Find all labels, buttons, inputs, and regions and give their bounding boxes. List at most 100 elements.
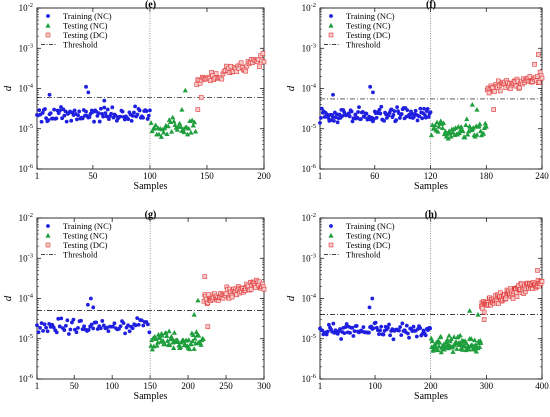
- data-point: [47, 92, 52, 97]
- data-point: [113, 113, 118, 118]
- data-point: [455, 334, 461, 339]
- data-point: [535, 268, 540, 273]
- data-point: [63, 323, 68, 328]
- data-point: [46, 118, 51, 123]
- data-point: [325, 329, 330, 334]
- data-point: [189, 117, 195, 123]
- data-point: [478, 128, 484, 134]
- data-point: [497, 88, 503, 94]
- data-point: [510, 296, 516, 301]
- data-point: [434, 119, 440, 125]
- data-point: [257, 64, 262, 69]
- data-point: [170, 114, 176, 120]
- y-tick-label: 10-5: [19, 123, 33, 134]
- data-point: [399, 112, 404, 116]
- data-point: [133, 323, 138, 328]
- legend: Training (NC)Testing (NC)Testing (DC)Thr…: [41, 11, 112, 50]
- data-point: [89, 322, 94, 327]
- data-point: [446, 332, 452, 338]
- data-point: [127, 329, 132, 334]
- x-tick-label: 200: [257, 171, 271, 181]
- data-point: [328, 232, 334, 238]
- data-point: [40, 111, 45, 115]
- data-point: [349, 109, 354, 114]
- data-point: [413, 108, 418, 113]
- data-point: [399, 333, 404, 338]
- data-point: [154, 342, 160, 348]
- y-tick-label: 10-4: [19, 293, 34, 304]
- data-point: [342, 331, 347, 336]
- data-point: [46, 14, 50, 18]
- data-point: [353, 112, 358, 117]
- data-point: [106, 329, 111, 334]
- x-axis-label: Samples: [134, 181, 168, 192]
- x-tick-label: 180: [480, 171, 494, 181]
- series-1: [35, 296, 152, 336]
- data-point: [367, 305, 372, 310]
- data-point: [331, 115, 335, 120]
- data-point: [474, 132, 480, 137]
- data-point: [64, 119, 69, 124]
- data-point: [130, 113, 135, 118]
- data-point: [56, 316, 61, 321]
- data-point: [164, 338, 171, 343]
- x-tick-label: 50: [88, 171, 98, 181]
- data-point: [130, 326, 135, 331]
- data-point: [65, 318, 70, 323]
- data-point: [70, 320, 74, 325]
- data-point: [171, 330, 178, 335]
- data-point: [248, 286, 254, 292]
- data-point: [76, 326, 80, 330]
- data-point: [433, 343, 439, 348]
- y-tick-label: 10-2: [19, 212, 33, 223]
- data-point: [539, 279, 545, 284]
- data-point: [466, 346, 472, 352]
- series-3: [484, 52, 545, 112]
- data-point: [477, 337, 483, 343]
- data-point: [80, 116, 85, 121]
- data-point: [95, 327, 100, 331]
- y-tick-label: 10-5: [19, 333, 33, 344]
- data-point: [418, 326, 423, 330]
- data-point: [539, 75, 545, 81]
- legend-item-3: Testing (DC): [346, 240, 391, 250]
- y-tick-label: 10-6: [19, 373, 34, 384]
- data-point: [190, 122, 196, 128]
- data-point: [188, 129, 194, 135]
- data-point: [435, 347, 441, 353]
- data-point: [148, 108, 152, 113]
- data-point: [377, 107, 382, 112]
- data-point: [480, 130, 487, 136]
- data-point: [328, 22, 334, 28]
- data-point: [429, 338, 435, 344]
- data-point: [103, 111, 108, 116]
- data-point: [54, 330, 59, 335]
- x-tick-label: 1: [35, 171, 40, 181]
- data-point: [535, 74, 540, 79]
- data-point: [202, 274, 208, 279]
- legend-item-3: Testing (DC): [63, 30, 108, 40]
- data-point: [161, 129, 167, 135]
- data-point: [45, 329, 50, 334]
- x-tick-label: 240: [535, 171, 549, 181]
- data-point: [527, 74, 533, 79]
- data-point: [37, 108, 42, 113]
- data-point: [129, 118, 134, 123]
- data-point: [440, 120, 447, 126]
- series-2: [428, 101, 489, 141]
- data-point: [144, 109, 149, 114]
- data-point: [79, 318, 83, 323]
- data-point: [445, 135, 451, 141]
- data-point: [391, 337, 396, 342]
- data-point: [469, 101, 475, 107]
- data-point: [198, 95, 204, 100]
- x-tick-label: 1: [318, 381, 323, 391]
- data-point: [45, 232, 51, 238]
- data-point: [69, 118, 74, 123]
- data-point: [193, 329, 200, 334]
- data-point: [379, 104, 384, 109]
- data-point: [101, 323, 106, 328]
- data-point: [371, 90, 375, 95]
- data-point: [477, 121, 483, 127]
- y-axis-label: d: [2, 295, 14, 301]
